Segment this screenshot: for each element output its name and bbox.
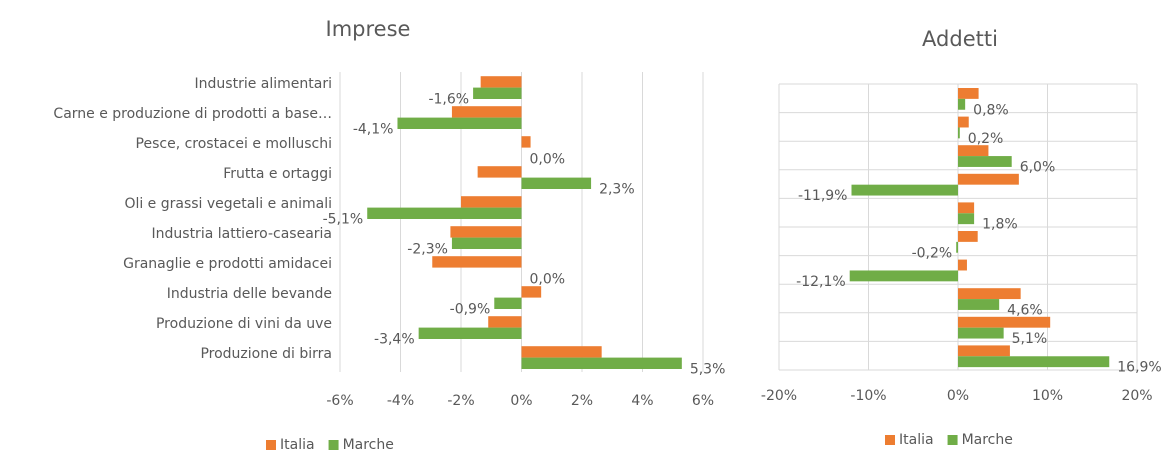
bar — [958, 288, 1021, 300]
chart-title: Addetti — [922, 27, 998, 51]
legend-label: Italia — [899, 432, 934, 448]
bar — [958, 145, 989, 157]
data-label: 4,6% — [1007, 303, 1043, 319]
bar — [958, 173, 1019, 185]
legend-swatch — [328, 440, 339, 450]
bar — [450, 226, 522, 238]
x-tick-label: 10% — [1032, 388, 1063, 404]
bar — [958, 98, 966, 110]
legend-swatch — [885, 435, 895, 445]
y-tick-label: Carne e produzione di prodotti a base… — [53, 106, 332, 122]
x-tick-label: 20% — [1121, 388, 1152, 404]
bar — [461, 196, 522, 208]
legend-swatch — [266, 440, 276, 450]
data-label: 0,0% — [530, 271, 566, 287]
data-label: 2,3% — [599, 181, 635, 197]
x-tick-label: 4% — [631, 393, 653, 409]
bar — [958, 213, 975, 225]
x-tick-label: -10% — [850, 388, 886, 404]
x-tick-label: -4% — [387, 393, 414, 409]
data-label: -5,1% — [323, 211, 364, 227]
y-tick-label: Pesce, crostacei e molluschi — [136, 136, 332, 152]
x-tick-label: -2% — [447, 393, 474, 409]
x-tick-label: -20% — [761, 388, 797, 404]
y-tick-label: Oli e grassi vegetali e animali — [124, 196, 332, 212]
bar — [958, 202, 975, 214]
bar — [521, 357, 682, 369]
y-tick-label: Produzione di vini da uve — [156, 316, 332, 332]
data-label: -2,3% — [407, 241, 448, 257]
bar — [956, 241, 958, 253]
legend-label: Marche — [343, 437, 394, 451]
bar — [851, 184, 958, 196]
bar — [494, 297, 522, 309]
data-label: -4,1% — [353, 121, 394, 137]
y-tick-label: Industria lattiero-casearia — [152, 226, 332, 242]
bar — [521, 177, 592, 189]
bar — [958, 316, 1051, 328]
data-label: 5,1% — [1012, 331, 1048, 347]
y-tick-label: Frutta e ortaggi — [223, 166, 332, 182]
x-tick-label: 0% — [947, 388, 969, 404]
bar — [958, 345, 1010, 357]
data-label: -3,4% — [374, 331, 415, 347]
y-tick-label: Produzione di birra — [200, 346, 332, 362]
bar — [958, 299, 1000, 310]
data-label: -0,9% — [450, 301, 491, 317]
bar — [480, 76, 522, 88]
bar — [958, 156, 1012, 167]
bar — [451, 106, 522, 118]
x-tick-label: 6% — [692, 393, 714, 409]
bar — [958, 327, 1004, 339]
bar — [473, 87, 522, 99]
data-label: 1,8% — [982, 217, 1018, 233]
y-tick-label: Industrie alimentari — [195, 76, 332, 92]
legend-swatch — [947, 435, 958, 445]
data-label: 6,0% — [1020, 160, 1056, 176]
x-tick-label: 0% — [510, 393, 532, 409]
bar — [418, 327, 522, 339]
data-label: 0,8% — [973, 102, 1009, 118]
chart-title: Imprese — [326, 17, 411, 41]
data-label: 5,3% — [690, 361, 726, 377]
bar — [958, 231, 978, 242]
data-label: 0,2% — [968, 131, 1004, 147]
bar — [521, 286, 542, 298]
bar — [397, 117, 522, 129]
data-label: 16,9% — [1117, 360, 1161, 376]
bar — [432, 256, 522, 268]
data-label: -0,2% — [912, 245, 953, 261]
data-label: -11,9% — [798, 188, 848, 204]
legend-label: Marche — [962, 432, 1013, 448]
bar — [521, 136, 531, 148]
bar — [451, 237, 522, 249]
bar — [477, 166, 522, 178]
bar — [849, 270, 958, 282]
data-label: 0,0% — [530, 151, 566, 167]
bar — [488, 316, 522, 328]
legend-label: Italia — [280, 437, 315, 451]
data-label: -1,6% — [428, 91, 469, 107]
x-tick-label: -6% — [326, 393, 353, 409]
bar — [958, 88, 979, 99]
y-tick-label: Granaglie e prodotti amidacei — [123, 256, 332, 272]
bar — [521, 346, 602, 358]
bar — [367, 207, 522, 219]
x-tick-label: 2% — [571, 393, 593, 409]
bar — [958, 127, 960, 139]
bar — [958, 356, 1110, 368]
bar — [958, 259, 967, 271]
bar — [958, 116, 969, 128]
data-label: -12,1% — [796, 274, 846, 290]
y-tick-label: Industria delle bevande — [167, 286, 332, 302]
